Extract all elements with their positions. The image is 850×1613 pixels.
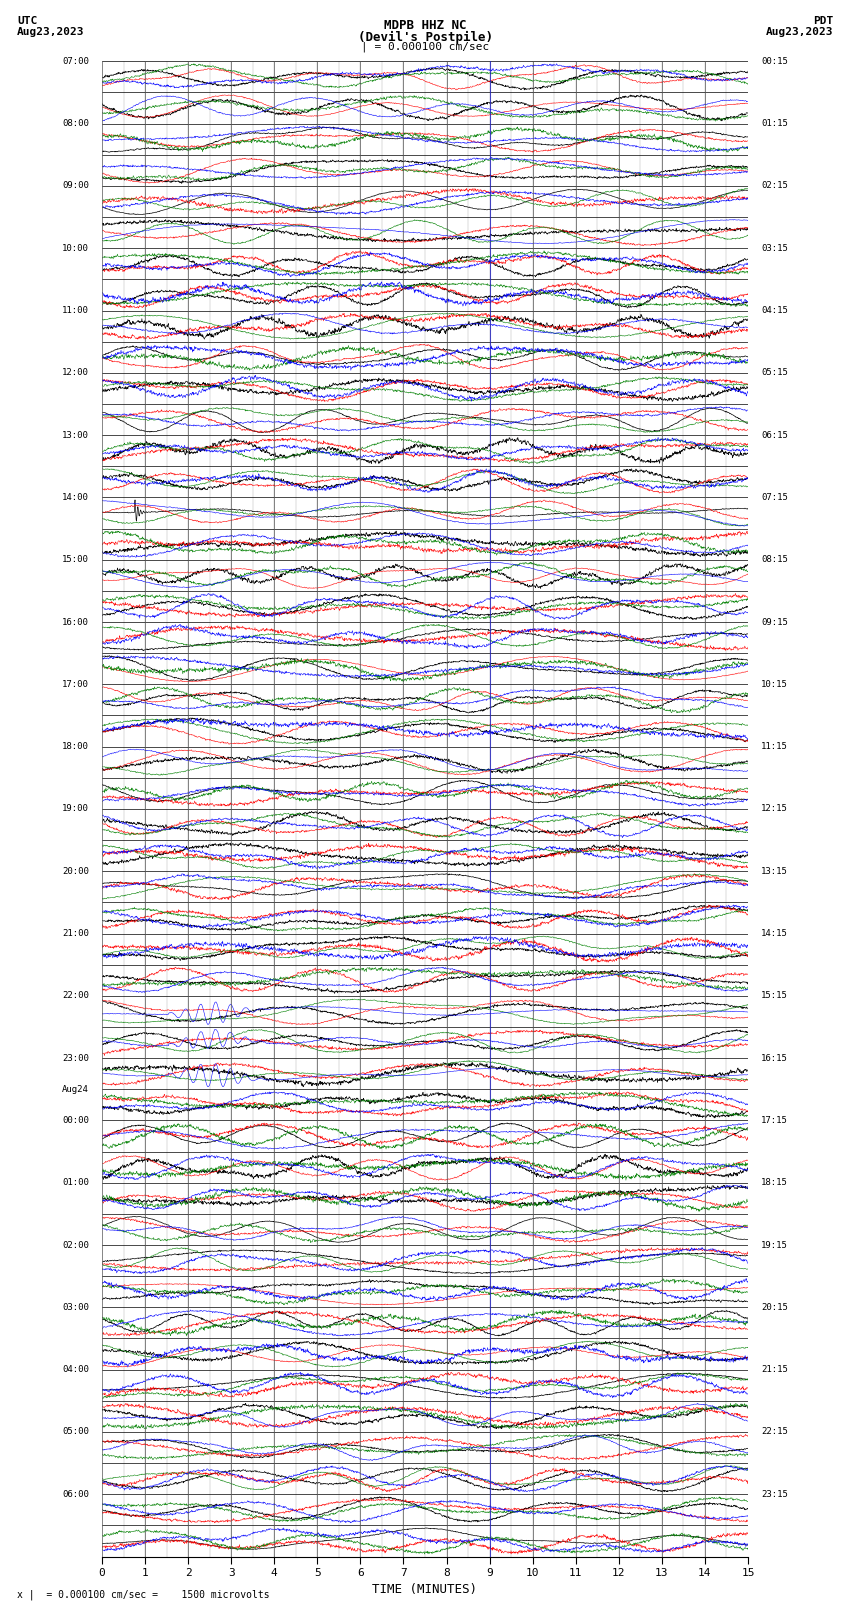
Text: 13:15: 13:15 xyxy=(761,866,788,876)
Text: 22:00: 22:00 xyxy=(62,992,89,1000)
Text: 17:15: 17:15 xyxy=(761,1116,788,1124)
Text: 18:15: 18:15 xyxy=(761,1177,788,1187)
Text: 00:00: 00:00 xyxy=(62,1116,89,1124)
Text: 19:15: 19:15 xyxy=(761,1240,788,1250)
Text: Aug24: Aug24 xyxy=(62,1086,89,1094)
Text: 11:00: 11:00 xyxy=(62,306,89,315)
Text: 23:15: 23:15 xyxy=(761,1490,788,1498)
Text: 03:15: 03:15 xyxy=(761,244,788,253)
Text: Aug23,2023: Aug23,2023 xyxy=(17,27,84,37)
Text: | = 0.000100 cm/sec: | = 0.000100 cm/sec xyxy=(361,42,489,53)
Text: 11:15: 11:15 xyxy=(761,742,788,752)
Text: 19:00: 19:00 xyxy=(62,805,89,813)
Text: 21:00: 21:00 xyxy=(62,929,89,939)
Text: 02:00: 02:00 xyxy=(62,1240,89,1250)
Text: 12:15: 12:15 xyxy=(761,805,788,813)
Text: 16:00: 16:00 xyxy=(62,618,89,626)
Text: 20:00: 20:00 xyxy=(62,866,89,876)
Text: 06:00: 06:00 xyxy=(62,1490,89,1498)
Text: 05:15: 05:15 xyxy=(761,368,788,377)
X-axis label: TIME (MINUTES): TIME (MINUTES) xyxy=(372,1582,478,1595)
Text: 16:15: 16:15 xyxy=(761,1053,788,1063)
Text: 06:15: 06:15 xyxy=(761,431,788,440)
Text: 09:15: 09:15 xyxy=(761,618,788,626)
Text: 17:00: 17:00 xyxy=(62,679,89,689)
Text: Aug23,2023: Aug23,2023 xyxy=(766,27,833,37)
Text: 01:00: 01:00 xyxy=(62,1177,89,1187)
Text: x |  = 0.000100 cm/sec =    1500 microvolts: x | = 0.000100 cm/sec = 1500 microvolts xyxy=(17,1589,269,1600)
Text: 23:00: 23:00 xyxy=(62,1053,89,1063)
Text: 14:00: 14:00 xyxy=(62,494,89,502)
Text: 08:15: 08:15 xyxy=(761,555,788,565)
Text: 18:00: 18:00 xyxy=(62,742,89,752)
Text: 01:15: 01:15 xyxy=(761,119,788,127)
Text: 15:00: 15:00 xyxy=(62,555,89,565)
Text: 03:00: 03:00 xyxy=(62,1303,89,1311)
Text: 00:15: 00:15 xyxy=(761,56,788,66)
Text: 05:00: 05:00 xyxy=(62,1428,89,1437)
Text: 07:00: 07:00 xyxy=(62,56,89,66)
Text: 20:15: 20:15 xyxy=(761,1303,788,1311)
Text: 04:00: 04:00 xyxy=(62,1365,89,1374)
Text: UTC: UTC xyxy=(17,16,37,26)
Text: MDPB HHZ NC: MDPB HHZ NC xyxy=(383,19,467,32)
Text: 10:00: 10:00 xyxy=(62,244,89,253)
Text: (Devil's Postpile): (Devil's Postpile) xyxy=(358,31,492,44)
Text: 22:15: 22:15 xyxy=(761,1428,788,1437)
Text: 14:15: 14:15 xyxy=(761,929,788,939)
Text: 02:15: 02:15 xyxy=(761,181,788,190)
Text: 12:00: 12:00 xyxy=(62,368,89,377)
Text: PDT: PDT xyxy=(813,16,833,26)
Text: 21:15: 21:15 xyxy=(761,1365,788,1374)
Text: 08:00: 08:00 xyxy=(62,119,89,127)
Text: 15:15: 15:15 xyxy=(761,992,788,1000)
Text: 09:00: 09:00 xyxy=(62,181,89,190)
Text: 10:15: 10:15 xyxy=(761,679,788,689)
Text: 04:15: 04:15 xyxy=(761,306,788,315)
Text: 13:00: 13:00 xyxy=(62,431,89,440)
Text: 07:15: 07:15 xyxy=(761,494,788,502)
